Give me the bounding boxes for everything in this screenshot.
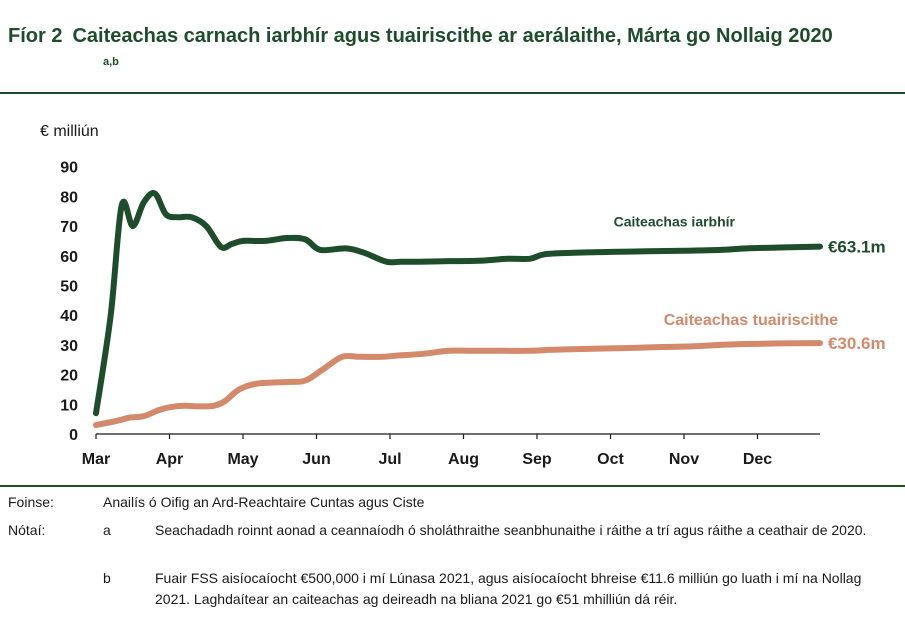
y-axis-label: € milliún xyxy=(40,123,99,140)
x-tick-label: Oct xyxy=(597,451,624,468)
note-a-text: Seachadadh roinnt aonad a ceannaíodh ó s… xyxy=(155,522,867,538)
x-tick-label: Sep xyxy=(522,451,552,468)
note-b-text: Fuair FSS aisíocaíocht €500,000 i mí Lún… xyxy=(155,570,862,607)
x-tick-label: Dec xyxy=(743,451,772,468)
series-line-reported xyxy=(93,340,823,429)
x-tick-label: Jul xyxy=(378,451,401,468)
y-tick-label: 60 xyxy=(60,249,78,266)
series-lines xyxy=(93,190,823,429)
x-ticks: Mar Apr May Jun Jul Aug Sep Oct Nov Dec xyxy=(82,434,772,468)
x-tick-label: Aug xyxy=(448,451,479,468)
source-label: Foinse: xyxy=(8,494,54,510)
notes-label: Nótaí: xyxy=(8,522,46,538)
figure-number: Fíor 2 xyxy=(8,25,63,47)
y-ticks: 0 10 20 30 40 50 60 70 80 90 xyxy=(60,160,78,444)
bottom-divider xyxy=(0,485,905,487)
title-superscript: a,b xyxy=(103,56,119,68)
y-tick-label: 0 xyxy=(69,427,78,444)
end-value-label: €63.1m xyxy=(828,238,886,257)
y-tick-label: 10 xyxy=(60,397,78,414)
y-tick-label: 90 xyxy=(60,160,78,177)
y-tick-label: 50 xyxy=(60,279,78,296)
figure-title-text: Caiteachas carnach iarbhír agus tuairisc… xyxy=(72,25,833,47)
figure-title: Fíor 2 Caiteachas carnach iarbhír agus tu… xyxy=(8,25,833,48)
x-tick-label: Nov xyxy=(669,451,699,468)
x-tick-label: May xyxy=(227,451,258,468)
series-annotation: Caiteachas iarbhír xyxy=(614,214,736,230)
top-divider xyxy=(0,92,905,94)
y-tick-label: 20 xyxy=(60,368,78,385)
y-tick-label: 70 xyxy=(60,219,78,236)
y-tick-label: 30 xyxy=(60,338,78,355)
line-chart: € milliún 0 10 20 30 40 50 60 70 80 90 Mar Apr May J… xyxy=(40,123,886,468)
series-labels: €63.1m €30.6m Caiteachas iarbhír Caiteachas… xyxy=(614,214,886,354)
x-tick-label: Apr xyxy=(156,451,184,468)
series-line-actual xyxy=(93,190,823,417)
y-tick-label: 40 xyxy=(60,308,78,325)
x-tick-label: Mar xyxy=(82,451,110,468)
series-annotation: Caiteachas tuairiscithe xyxy=(664,312,838,329)
y-tick-label: 80 xyxy=(60,189,78,206)
x-tick-label: Jun xyxy=(302,451,330,468)
note-b-key: b xyxy=(103,570,111,586)
source-text: Anailís ó Oifig an Ard-Reachtaire Cuntas… xyxy=(103,494,425,510)
note-a-key: a xyxy=(103,522,111,538)
end-value-label: €30.6m xyxy=(828,334,886,353)
